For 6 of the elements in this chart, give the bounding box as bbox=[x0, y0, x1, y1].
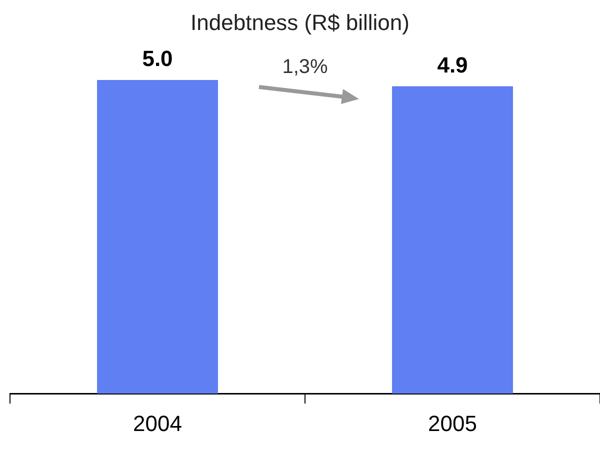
data-label: 5.0 bbox=[142, 46, 173, 71]
text: 1,3% bbox=[282, 56, 328, 78]
x-tick-label: 2004 bbox=[133, 410, 182, 436]
x-tick-label: 2005 bbox=[428, 410, 477, 436]
data-label: 4.9 bbox=[437, 52, 468, 78]
chart-title: Indebtness (R$ billion) bbox=[190, 10, 410, 36]
